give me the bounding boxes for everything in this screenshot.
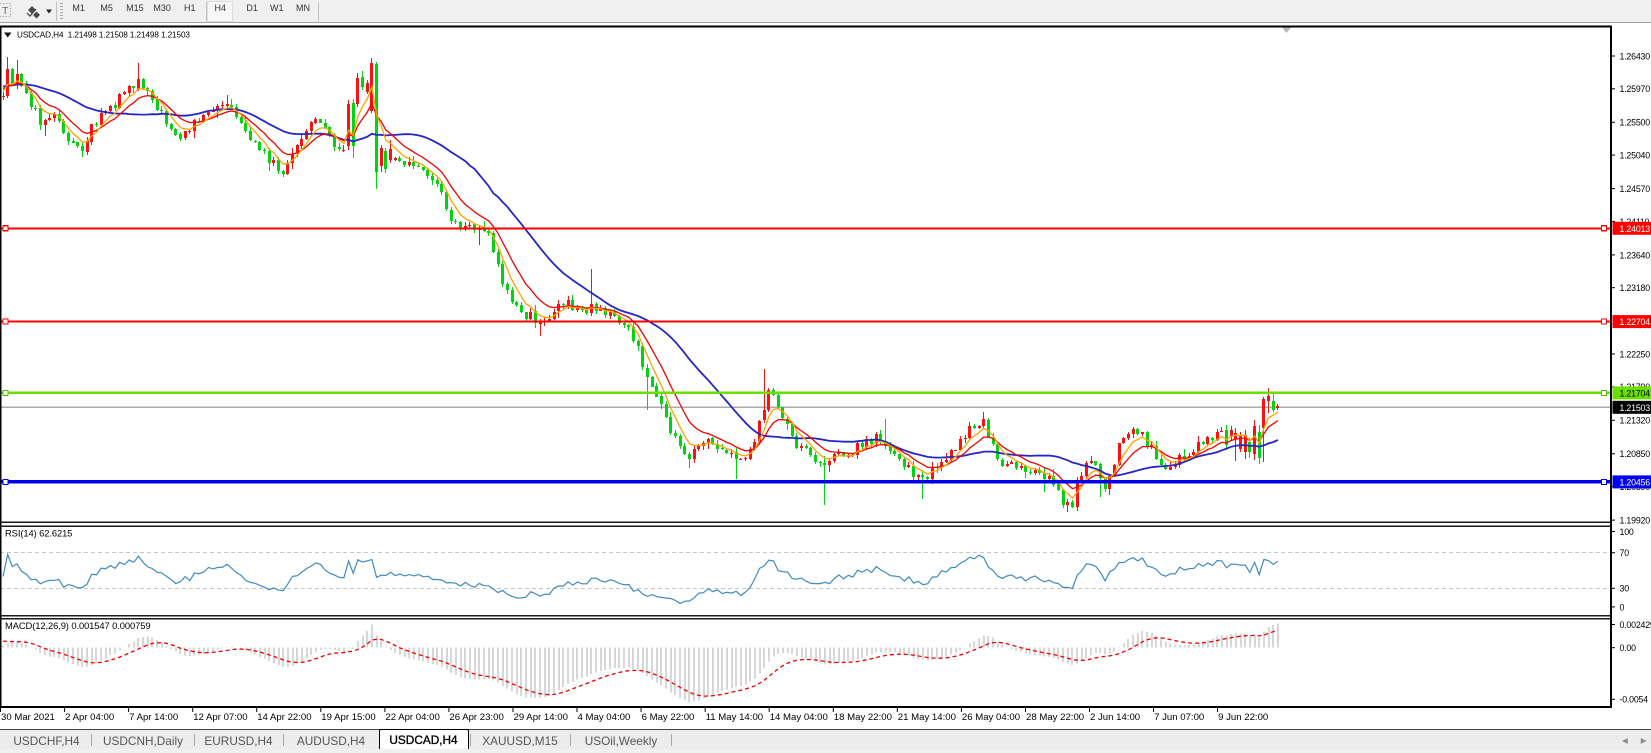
svg-text:1.25970: 1.25970 [1620, 84, 1651, 94]
svg-text:30 Mar 2021: 30 Mar 2021 [1, 712, 55, 723]
svg-text:1.24570: 1.24570 [1620, 184, 1651, 194]
svg-text:2 Apr 04:00: 2 Apr 04:00 [65, 712, 114, 723]
svg-text:9 Jun 22:00: 9 Jun 22:00 [1218, 712, 1268, 723]
svg-text:26 May 04:00: 26 May 04:00 [962, 712, 1020, 723]
svg-text:1.22250: 1.22250 [1620, 349, 1651, 359]
svg-text:1.25500: 1.25500 [1620, 118, 1651, 128]
svg-text:30: 30 [1620, 584, 1630, 594]
svg-text:4 May 04:00: 4 May 04:00 [578, 712, 631, 723]
svg-text:USDCAD,H4 1.21498 1.21508 1.2: USDCAD,H4 1.21498 1.21508 1.21498 1.2150… [17, 30, 190, 39]
svg-text:MACD(12,26,9) 0.001547 0.00075: MACD(12,26,9) 0.001547 0.000759 [5, 620, 150, 631]
svg-text:1.20456: 1.20456 [1620, 478, 1651, 488]
svg-text:21 May 14:00: 21 May 14:00 [898, 712, 956, 723]
svg-text:1.26430: 1.26430 [1620, 51, 1651, 61]
svg-text:11 May 14:00: 11 May 14:00 [706, 712, 763, 723]
svg-text:1.24013: 1.24013 [1620, 224, 1651, 234]
svg-text:29 Apr 14:00: 29 Apr 14:00 [514, 712, 568, 723]
svg-text:-0.0054: -0.0054 [1620, 695, 1649, 705]
svg-text:0: 0 [1620, 602, 1625, 612]
svg-text:T: T [2, 5, 9, 17]
svg-text:1.20850: 1.20850 [1620, 449, 1651, 459]
svg-text:70: 70 [1620, 548, 1630, 558]
svg-text:22 Apr 04:00: 22 Apr 04:00 [385, 712, 439, 723]
svg-text:0.00: 0.00 [1620, 643, 1637, 653]
svg-text:14 May 04:00: 14 May 04:00 [770, 712, 828, 723]
svg-text:0.002429: 0.002429 [1620, 620, 1651, 630]
svg-text:2 Jun 14:00: 2 Jun 14:00 [1090, 712, 1140, 723]
svg-text:7 Jun 07:00: 7 Jun 07:00 [1154, 712, 1204, 723]
svg-text:1.25040: 1.25040 [1620, 151, 1651, 161]
svg-text:18 May 22:00: 18 May 22:00 [834, 712, 892, 723]
svg-text:1.21320: 1.21320 [1620, 416, 1651, 426]
svg-text:6 May 22:00: 6 May 22:00 [642, 712, 695, 723]
svg-text:1.23640: 1.23640 [1620, 250, 1651, 260]
svg-text:1.21704: 1.21704 [1620, 389, 1651, 399]
svg-text:28 May 22:00: 28 May 22:00 [1026, 712, 1084, 723]
svg-text:1.23180: 1.23180 [1620, 283, 1651, 293]
svg-text:14 Apr 22:00: 14 Apr 22:00 [257, 712, 311, 723]
svg-text:12 Apr 07:00: 12 Apr 07:00 [193, 712, 247, 723]
svg-text:1.22704: 1.22704 [1620, 317, 1651, 327]
svg-text:7 Apr 14:00: 7 Apr 14:00 [129, 712, 178, 723]
svg-text:RSI(14) 62.6215: RSI(14) 62.6215 [5, 528, 72, 539]
svg-text:26 Apr 23:00: 26 Apr 23:00 [449, 712, 503, 723]
svg-text:1.19920: 1.19920 [1620, 516, 1651, 526]
svg-text:1.21503: 1.21503 [1620, 403, 1651, 413]
svg-text:100: 100 [1620, 527, 1634, 537]
svg-text:19 Apr 15:00: 19 Apr 15:00 [321, 712, 375, 723]
